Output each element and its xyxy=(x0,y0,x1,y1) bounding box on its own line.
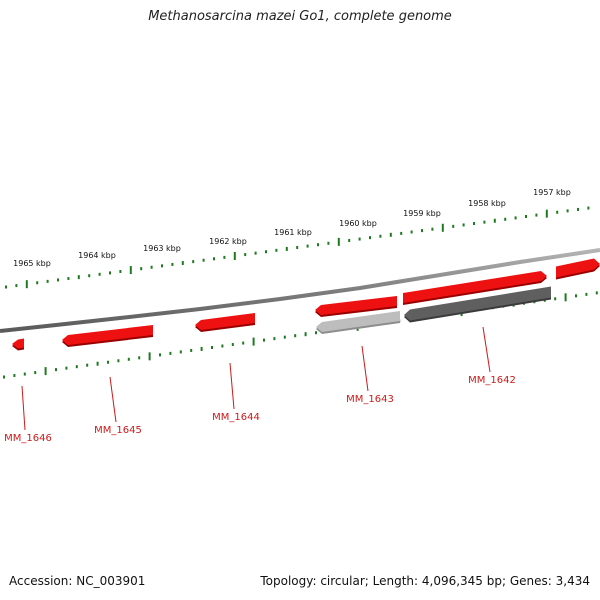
kbp-label: 1959 kbp xyxy=(403,209,441,218)
gene-feature[interactable] xyxy=(404,286,551,323)
gene-arrow[interactable] xyxy=(12,338,24,349)
gene-label[interactable]: MM_1644 xyxy=(212,412,260,423)
summary-separator: ; xyxy=(502,574,510,588)
kbp-label: 1957 kbp xyxy=(533,188,571,197)
leader-line xyxy=(109,376,117,423)
kbp-label: 1964 kbp xyxy=(78,251,116,260)
gene-feature[interactable] xyxy=(315,296,397,317)
gene-feature[interactable] xyxy=(62,325,153,347)
gene-label[interactable]: MM_1642 xyxy=(468,375,516,386)
gene-arrow[interactable] xyxy=(62,325,153,345)
genes-count-text: Genes: 3,434 xyxy=(509,574,590,588)
kbp-label-group: 1965 kbp 1964 kbp 1963 kbp 1962 kbp 1961 kbp… xyxy=(13,188,571,268)
leader-line xyxy=(361,345,369,392)
kbp-label: 1962 kbp xyxy=(209,237,247,246)
leader-line xyxy=(21,385,26,431)
leader-line xyxy=(482,326,491,373)
gene-feature[interactable] xyxy=(195,313,255,332)
leader-line xyxy=(229,362,235,410)
genome-summary: Topology: circular; Length: 4,096,345 bp… xyxy=(260,574,590,588)
topology-text: Topology: circular xyxy=(260,574,365,588)
summary-separator: ; xyxy=(364,574,373,588)
gene-feature[interactable] xyxy=(556,258,600,280)
gene-label[interactable]: MM_1643 xyxy=(346,394,394,405)
map-title: Methanosarcina mazei Go1, complete genom… xyxy=(148,9,452,24)
kbp-label: 1963 kbp xyxy=(143,244,181,253)
gene-label[interactable]: MM_1646 xyxy=(4,433,52,444)
gene-arrow[interactable] xyxy=(316,311,400,332)
kbp-label: 1961 kbp xyxy=(274,228,312,237)
gene-label[interactable]: MM_1645 xyxy=(94,425,142,436)
gene-arrow[interactable] xyxy=(315,296,397,315)
length-text: Length: 4,096,345 bp xyxy=(372,574,502,588)
kbp-label: 1960 kbp xyxy=(339,219,377,228)
gene-arrow[interactable] xyxy=(403,271,547,303)
gene-feature[interactable] xyxy=(12,338,24,351)
gene-arrow[interactable] xyxy=(556,258,600,278)
gene-features xyxy=(12,258,600,351)
accession-text: Accession: NC_003901 xyxy=(9,574,146,588)
outer-tick-track xyxy=(5,206,590,289)
gene-arrow[interactable] xyxy=(195,313,255,330)
gene-arrow[interactable] xyxy=(404,286,551,321)
gene-feature[interactable] xyxy=(403,271,547,305)
gene-feature[interactable] xyxy=(316,311,400,334)
kbp-label: 1965 kbp xyxy=(13,259,51,268)
genome-backbone xyxy=(0,248,600,333)
gene-label-group: MM_1646 MM_1645 MM_1644 MM_1643 MM_1642 xyxy=(4,326,516,444)
kbp-label: 1958 kbp xyxy=(468,199,506,208)
